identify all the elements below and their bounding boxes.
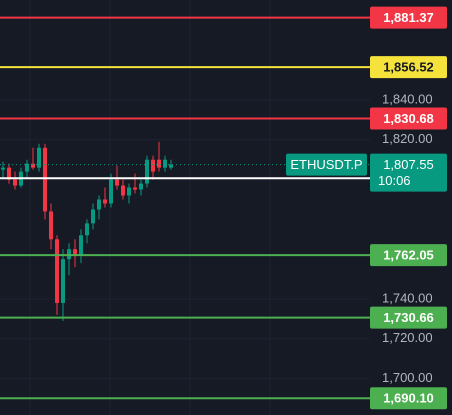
level-label: 1,856.52 [383,60,434,75]
candle-body [109,179,113,204]
level-label: 1,762.05 [383,248,434,263]
candle-body [13,179,17,186]
candle-body [145,159,149,184]
candle-body [115,179,119,186]
candle-body [7,167,11,180]
last-price-label: 1,807.55 [383,157,434,172]
level-label-box [370,387,447,410]
candle-body [25,163,29,172]
candle-body [43,147,47,212]
y-tick-label: 1,720.00 [382,330,433,345]
candle-body [169,164,173,168]
candle-body [37,147,41,168]
candle-body [139,183,143,190]
level-label-box [370,107,447,130]
level-label: 1,730.66 [383,310,434,325]
candle-body [79,235,83,256]
level-label-box [370,306,447,329]
y-tick-label: 1,700.00 [382,370,433,385]
candle-body [97,199,101,210]
y-tick-label: 1,740.00 [382,290,433,305]
y-tick-label: 1,820.00 [382,131,433,146]
candle-body [49,211,53,240]
candle-body [1,167,5,170]
candle-body [163,159,167,168]
candle-body [91,209,95,224]
vertical-grid [29,0,271,415]
candle-body [55,239,59,303]
candle-body [73,249,77,256]
candle-body [133,187,137,190]
countdown: 10:06 [378,173,411,188]
candle-body [157,159,161,168]
level-label-box [370,244,447,267]
level-label: 1,881.37 [383,10,434,25]
level-label-box [370,6,447,29]
symbol-label-box [286,153,367,176]
level-label: 1,690.10 [383,391,434,406]
symbol-label: ETHUSDT.P [290,157,362,172]
candle-body [127,187,131,196]
candle-body [61,259,65,303]
candle-body [31,163,35,168]
candle-body [85,223,89,236]
level-label-box [370,56,447,79]
level-label: 1,830.68 [383,111,434,126]
candle-body [103,199,107,204]
last-price-box [370,153,447,192]
candle-body [151,159,155,172]
y-tick-label: 1,840.00 [382,91,433,106]
candle-body [121,185,125,196]
